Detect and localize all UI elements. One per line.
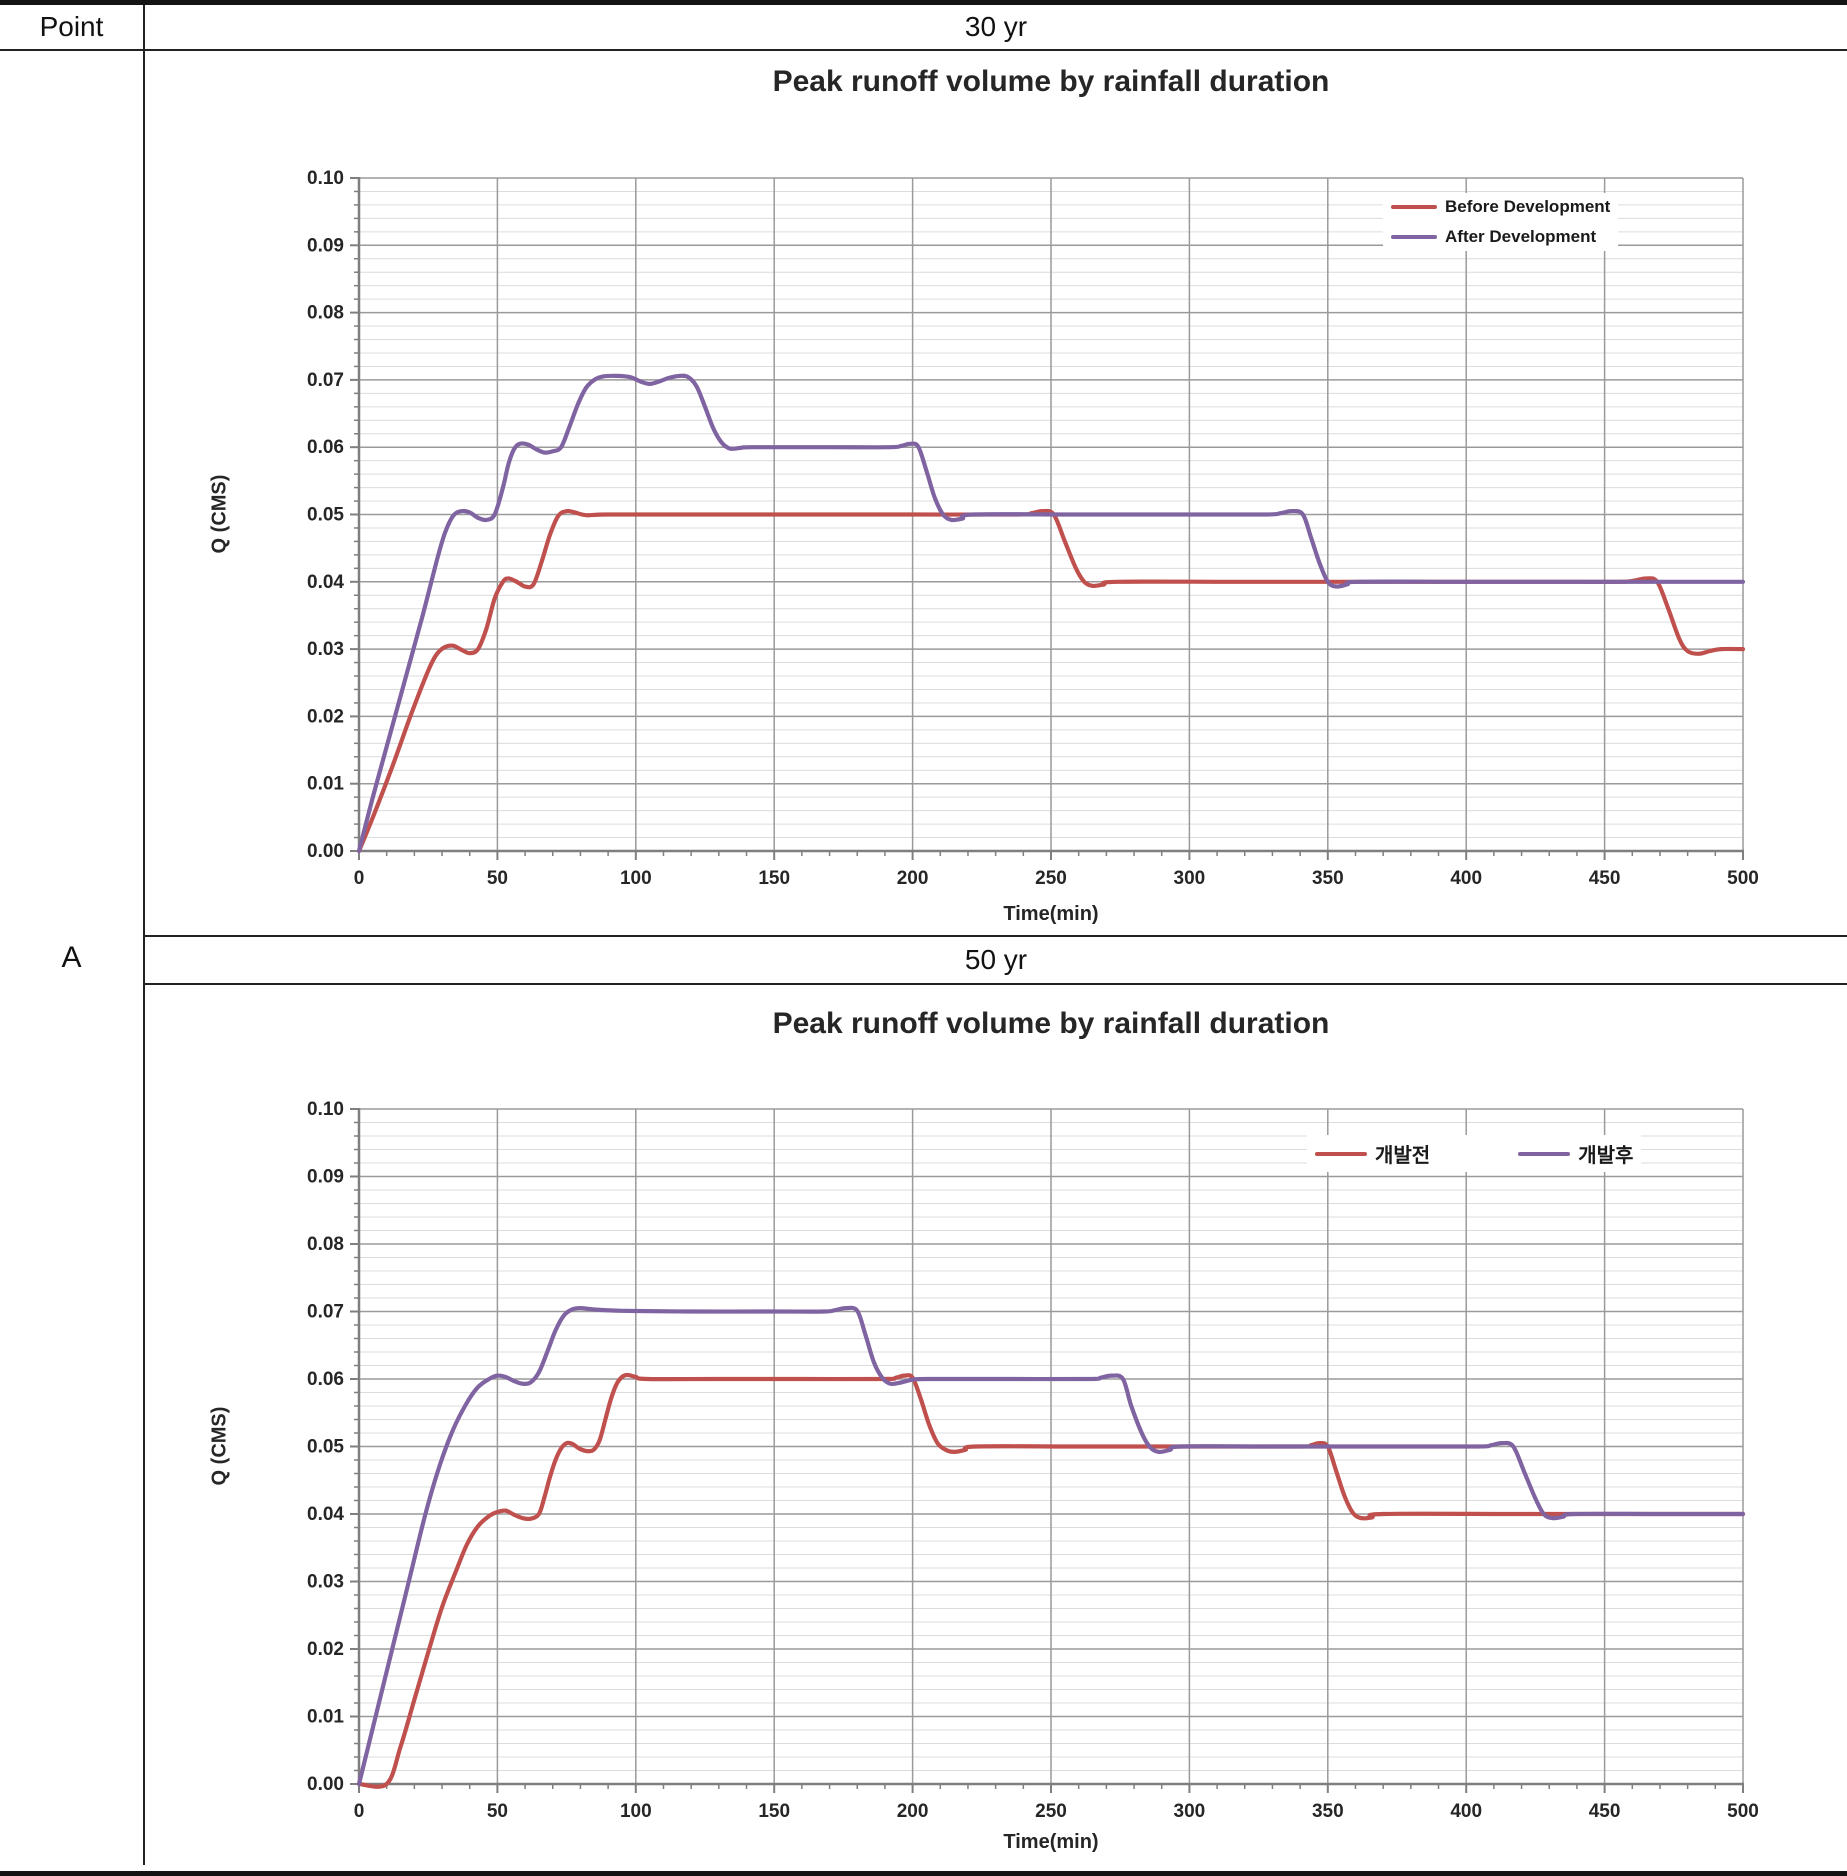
legend-label-before: Before Development <box>1445 197 1611 216</box>
svg-text:0.01: 0.01 <box>307 774 344 795</box>
svg-text:350: 350 <box>1312 1801 1344 1822</box>
legend-line-after-icon <box>1518 1151 1571 1156</box>
svg-text:400: 400 <box>1450 868 1482 889</box>
svg-text:0.02: 0.02 <box>307 1639 344 1660</box>
svg-text:150: 150 <box>758 868 790 889</box>
svg-text:0.08: 0.08 <box>307 1234 344 1255</box>
svg-text:300: 300 <box>1174 1801 1206 1822</box>
legend-line-before-icon <box>1315 1151 1367 1156</box>
svg-text:0.05: 0.05 <box>307 1437 344 1458</box>
svg-text:0.03: 0.03 <box>307 639 344 660</box>
svg-text:250: 250 <box>1035 1801 1067 1822</box>
svg-text:0.06: 0.06 <box>307 1369 344 1390</box>
svg-text:250: 250 <box>1035 868 1067 889</box>
svg-text:0.09: 0.09 <box>307 1167 344 1188</box>
y-axis-title: Q (CMS) <box>208 474 231 554</box>
legend-item-before: Before Development <box>1391 197 1610 217</box>
svg-text:0: 0 <box>354 1801 365 1822</box>
svg-text:0.01: 0.01 <box>307 1707 344 1728</box>
x-axis-title: Time(min) <box>1003 903 1099 925</box>
svg-text:0.10: 0.10 <box>307 168 344 189</box>
svg-text:450: 450 <box>1589 868 1621 889</box>
svg-text:50: 50 <box>487 1801 508 1822</box>
svg-text:0.04: 0.04 <box>307 572 344 593</box>
row-a-label: A <box>61 941 82 974</box>
svg-text:300: 300 <box>1174 868 1206 889</box>
x-axis-title: Time(min) <box>1003 1831 1099 1853</box>
legend: Before Development After Development <box>1383 193 1619 251</box>
svg-text:150: 150 <box>758 1801 790 1822</box>
chart-50yr: 0 50 100 150 200 250 300 350 400 450 500 0.00 0.01 0.… <box>145 985 1847 1865</box>
svg-text:50: 50 <box>487 868 508 889</box>
svg-text:0.05: 0.05 <box>307 505 344 526</box>
svg-text:0: 0 <box>354 868 365 889</box>
svg-text:500: 500 <box>1727 868 1759 889</box>
chart-title: Peak runoff volume by rainfall duration <box>772 65 1330 98</box>
legend-item-before: 개발전 <box>1315 1139 1430 1168</box>
svg-text:100: 100 <box>620 1801 652 1822</box>
header-50yr-label: 50 yr <box>964 944 1028 975</box>
legend-item-after: 개발후 <box>1518 1139 1633 1168</box>
chart-30yr: 0 50 100 150 200 250 300 350 400 450 500 0.00 0.01 0.… <box>145 51 1847 937</box>
svg-text:0.00: 0.00 <box>307 841 344 862</box>
col-header-30yr: 30 yr <box>145 5 1847 51</box>
svg-text:0.08: 0.08 <box>307 303 344 324</box>
legend-label-before: 개발전 <box>1375 1145 1431 1167</box>
svg-text:350: 350 <box>1312 868 1344 889</box>
svg-text:0.00: 0.00 <box>307 1774 344 1795</box>
chart-title: Peak runoff volume by rainfall duration <box>772 1007 1330 1040</box>
legend-item-after: After Development <box>1391 227 1610 247</box>
svg-text:100: 100 <box>620 868 652 889</box>
svg-text:0.07: 0.07 <box>307 370 344 391</box>
col-header-50yr: 50 yr <box>145 937 1847 985</box>
legend-label-after: After Development <box>1445 227 1597 246</box>
row-label-a: A <box>0 51 145 1865</box>
header-30yr-label: 30 yr <box>964 11 1028 42</box>
svg-text:400: 400 <box>1450 1801 1482 1822</box>
chart-50yr-canvas: 0 50 100 150 200 250 300 350 400 450 500 0.00 0.01 0.… <box>307 1099 1759 1822</box>
svg-text:0.09: 0.09 <box>307 235 344 256</box>
legend: 개발전 개발후 <box>1307 1135 1642 1172</box>
chart-30yr-canvas: 0 50 100 150 200 250 300 350 400 450 500 0.00 0.01 0.… <box>307 168 1759 889</box>
point-header-label: Point <box>39 11 104 42</box>
svg-text:200: 200 <box>897 1801 929 1822</box>
y-axis-title: Q (CMS) <box>208 1406 231 1486</box>
legend-label-after: 개발후 <box>1578 1145 1634 1167</box>
svg-text:0.10: 0.10 <box>307 1099 344 1120</box>
svg-text:0.06: 0.06 <box>307 437 344 458</box>
svg-text:450: 450 <box>1589 1801 1621 1822</box>
legend-line-before-icon <box>1391 205 1437 209</box>
svg-text:0.02: 0.02 <box>307 706 344 727</box>
svg-text:0.04: 0.04 <box>307 1504 344 1525</box>
svg-text:0.03: 0.03 <box>307 1572 344 1593</box>
svg-text:0.07: 0.07 <box>307 1302 344 1323</box>
legend-line-after-icon <box>1391 235 1437 239</box>
table-header-point: Point <box>0 5 145 51</box>
svg-text:200: 200 <box>897 868 929 889</box>
svg-text:500: 500 <box>1727 1801 1759 1822</box>
